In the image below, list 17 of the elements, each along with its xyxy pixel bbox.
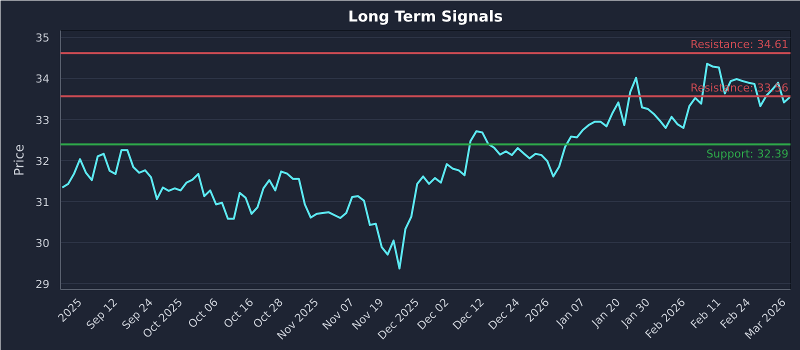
ref-line-label: Support: 32.39 (706, 147, 789, 160)
x-tick-label: Jan 07 (553, 296, 588, 330)
chart-title: Long Term Signals (348, 8, 503, 26)
x-tick-label: Dec 12 (450, 296, 487, 333)
x-tick-label: Oct 06 (186, 296, 221, 331)
y-tick-label: 30 (36, 237, 50, 250)
x-tick-label: Sep 12 (84, 296, 120, 332)
y-tick-label: 29 (36, 278, 50, 292)
y-tick-label: 33 (36, 114, 50, 127)
y-tick-label: 32 (36, 154, 50, 168)
y-axis-title: Price (12, 144, 28, 176)
y-tick-label: 31 (36, 196, 50, 210)
y-tick-label: 35 (36, 32, 50, 45)
line-series (61, 62, 790, 270)
ref-line-label: Resistance: 34.61 (690, 38, 788, 52)
y-tick-label: 34 (36, 72, 50, 86)
x-tick-label: Dec 24 (486, 296, 522, 333)
